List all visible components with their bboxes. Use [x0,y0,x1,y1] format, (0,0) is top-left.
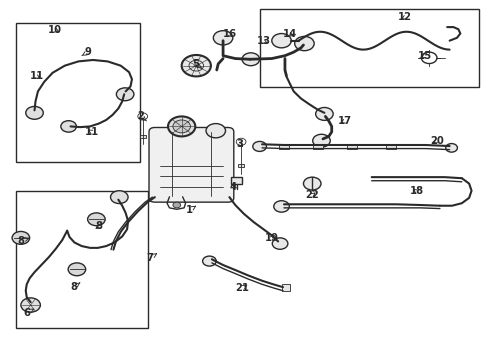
Text: 5: 5 [192,59,202,69]
Circle shape [213,31,233,45]
FancyBboxPatch shape [149,127,234,202]
Circle shape [253,141,267,152]
Circle shape [173,202,181,208]
Text: 9: 9 [82,47,92,57]
Circle shape [116,88,134,101]
Circle shape [12,231,30,244]
Circle shape [206,123,225,138]
Text: 12: 12 [398,13,412,22]
Circle shape [182,55,211,76]
Circle shape [202,256,216,266]
Text: 15: 15 [418,51,432,61]
Circle shape [168,116,196,136]
Circle shape [272,33,291,48]
Text: 8: 8 [96,221,102,231]
Circle shape [303,177,321,190]
Bar [386,144,396,149]
Circle shape [294,36,314,51]
Text: 7: 7 [147,253,157,263]
Text: 8: 8 [70,282,80,292]
Bar [279,144,289,149]
Bar [347,144,357,149]
Text: 16: 16 [222,29,237,39]
Circle shape [446,144,458,152]
Circle shape [274,201,289,212]
Text: 11: 11 [84,127,98,137]
Text: 3: 3 [237,139,244,149]
Text: 17: 17 [338,116,352,126]
Bar [313,144,323,149]
Circle shape [111,191,128,203]
Circle shape [316,108,333,120]
Circle shape [61,121,76,132]
Bar [16,23,140,162]
Text: 13: 13 [256,36,270,46]
Text: 20: 20 [431,136,444,146]
Circle shape [21,298,40,312]
Text: 1: 1 [185,205,196,215]
Bar [231,177,242,184]
Text: 11: 11 [29,71,44,81]
Bar [16,191,147,328]
Text: 19: 19 [265,233,279,243]
Text: 22: 22 [305,190,319,200]
Text: 2: 2 [137,111,147,121]
Bar [282,284,290,291]
Circle shape [26,107,43,119]
Circle shape [88,213,105,226]
Circle shape [68,263,86,276]
Bar [238,164,244,167]
Text: 6: 6 [23,308,34,318]
Text: 14: 14 [283,29,297,39]
Text: 8: 8 [17,236,29,246]
Text: 21: 21 [236,283,249,293]
Circle shape [173,120,191,133]
Text: 10: 10 [48,25,62,35]
Text: 4: 4 [229,182,236,192]
Bar [140,135,146,138]
Circle shape [272,238,288,249]
Bar [260,9,479,87]
Text: 18: 18 [410,186,423,197]
Circle shape [242,53,260,66]
Circle shape [313,134,330,147]
